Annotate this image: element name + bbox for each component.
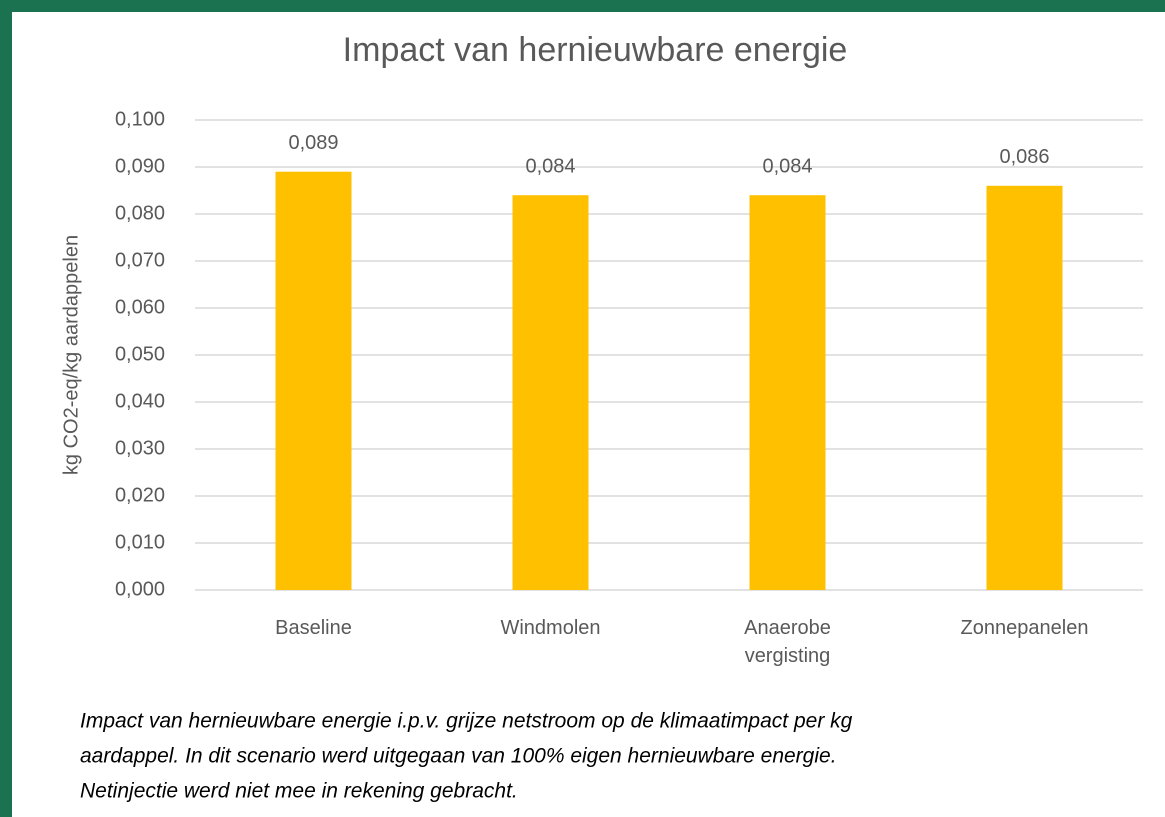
bar bbox=[512, 195, 589, 590]
y-tick-label: 0,010 bbox=[115, 531, 165, 553]
bar bbox=[986, 185, 1063, 591]
y-tick-label: 0,040 bbox=[115, 390, 165, 412]
chart-title: Impact van hernieuwbare energie bbox=[343, 31, 848, 69]
value-label: 0,084 bbox=[762, 155, 812, 177]
y-tick-label: 0,080 bbox=[115, 202, 165, 224]
y-tick-label: 0,030 bbox=[115, 437, 165, 459]
caption-line: Netinjectie werd niet mee in rekening ge… bbox=[80, 780, 518, 803]
y-tick-label: 0,090 bbox=[115, 155, 165, 177]
bar bbox=[275, 171, 352, 590]
value-label: 0,084 bbox=[525, 155, 575, 177]
y-tick-label: 0,050 bbox=[115, 343, 165, 365]
value-label: 0,089 bbox=[288, 132, 338, 154]
y-tick-label: 0,020 bbox=[115, 484, 165, 506]
x-tick-label: Anaerobe vergisting bbox=[744, 617, 831, 667]
x-tick-label: Baseline bbox=[275, 617, 352, 639]
x-tick-label: Zonnepanelen bbox=[960, 617, 1089, 639]
y-tick-label: 0,100 bbox=[115, 108, 165, 130]
bar bbox=[749, 195, 826, 590]
y-axis-label: kg CO2-eq/kg aardappelen bbox=[60, 235, 82, 475]
caption-line: Impact van hernieuwbare energie i.p.v. g… bbox=[80, 710, 853, 733]
caption-line: aardappel. In dit scenario werd uitgegaa… bbox=[80, 745, 837, 768]
y-tick-label: 0,000 bbox=[115, 578, 165, 600]
value-label: 0,086 bbox=[999, 146, 1049, 168]
y-tick-label: 0,070 bbox=[115, 249, 165, 271]
y-tick-label: 0,060 bbox=[115, 296, 165, 318]
x-tick-label: Windmolen bbox=[500, 617, 601, 639]
